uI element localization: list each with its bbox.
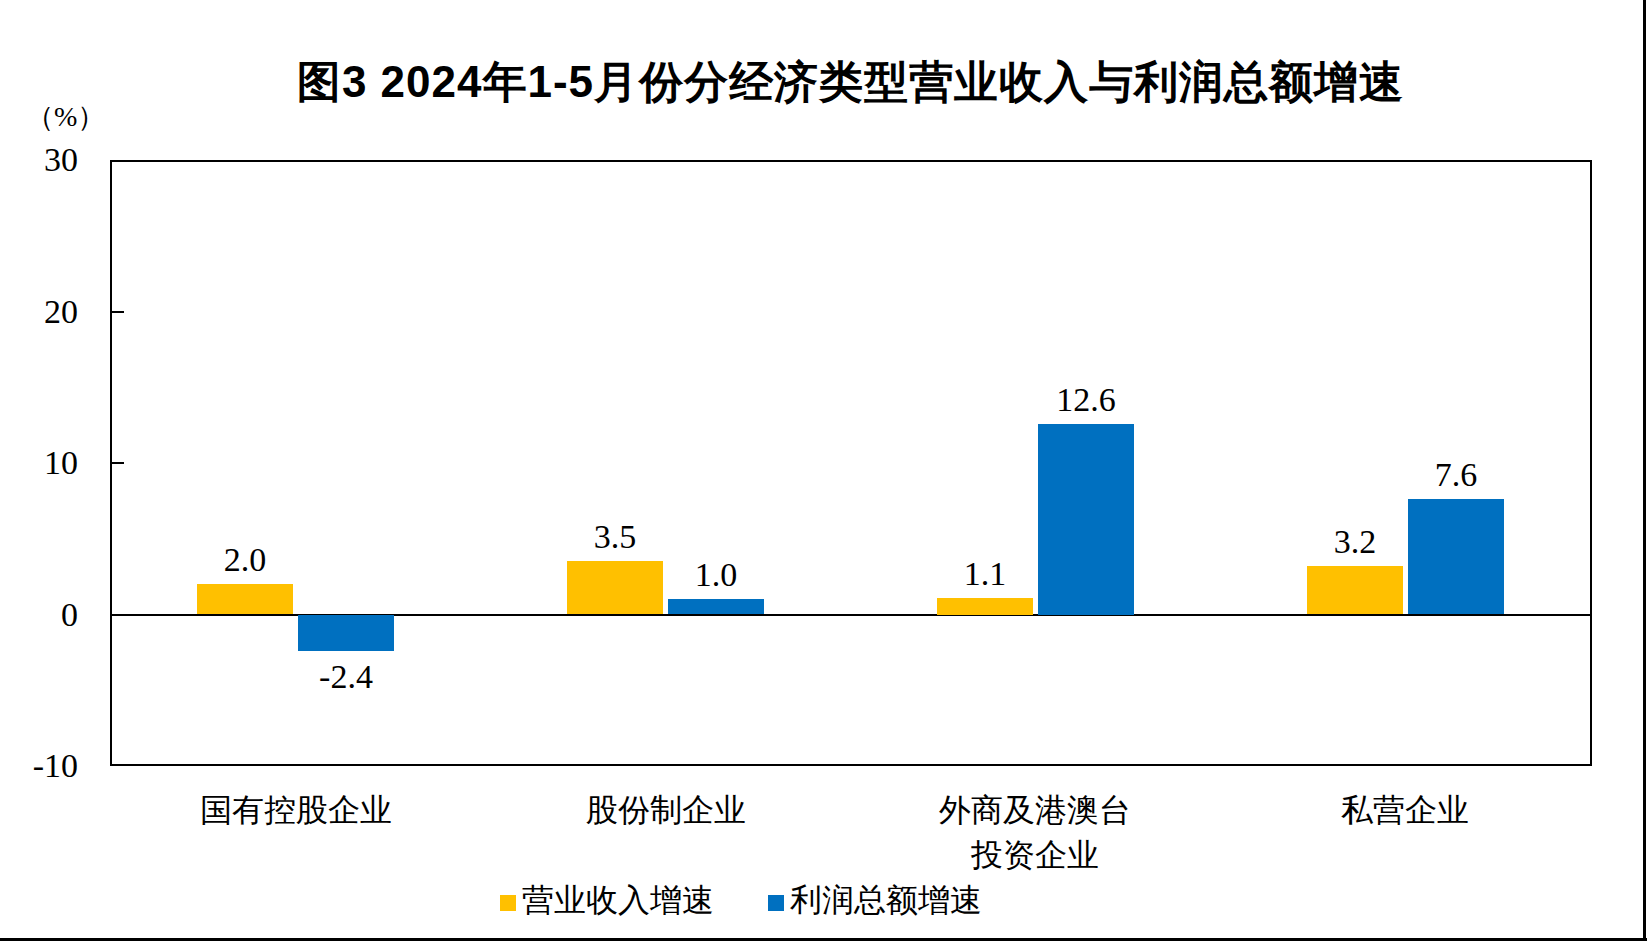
category-label: 外商及港澳台投资企业 [850,788,1220,878]
y-axis-tick-label: -10 [0,745,78,787]
bar [668,599,764,614]
category-label: 国有控股企业 [111,788,481,833]
bar-value-label: 3.2 [1285,522,1425,562]
y-axis-tick-label: 10 [0,442,78,484]
bar [298,615,394,651]
y-axis-tick-mark [112,462,124,464]
y-axis-tick-label: 0 [0,594,78,636]
page-right-border [1643,0,1646,941]
bar [1307,566,1403,614]
page-bottom-rule [0,938,1647,941]
category-label-line: 外商及港澳台 [850,788,1220,833]
category-label: 股份制企业 [481,788,851,833]
bar-value-label: 1.1 [915,554,1055,594]
legend-label-revenue: 营业收入增速 [522,881,714,919]
bar [1408,499,1504,614]
chart-layer: 30 20 10 0 -10 2.0 -2.4 国有控股企业 3.51.0 股份制企业 1.1 12.… [0,0,1647,945]
category-label-line: 私营企业 [1220,788,1590,833]
legend-swatch-profit [768,895,784,911]
y-axis-tick-label: 20 [0,291,78,333]
bar-value-label: 2.0 [175,540,315,580]
category-label: 私营企业 [1220,788,1590,833]
category-label-line: 投资企业 [850,833,1220,878]
bar [1038,424,1134,615]
bar-value-label: -2.4 [276,657,416,697]
bar-value-label: 7.6 [1386,455,1526,495]
legend-label-profit: 利润总额增速 [790,881,982,919]
bar-value-label: 3.5 [545,517,685,557]
legend-swatch-revenue [500,895,516,911]
bar-value-label: 1.0 [646,555,786,595]
category-label-line: 国有控股企业 [111,788,481,833]
y-axis-tick-label: 30 [0,139,78,181]
category-label-line: 股份制企业 [481,788,851,833]
bar [197,584,293,614]
page: 图3 2024年1-5月份分经济类型营业收入与利润总额增速 （%） 302010… [0,0,1647,945]
y-axis-tick-mark [112,311,124,313]
bar [937,598,1033,615]
bar-value-label: 12.6 [1016,380,1156,420]
